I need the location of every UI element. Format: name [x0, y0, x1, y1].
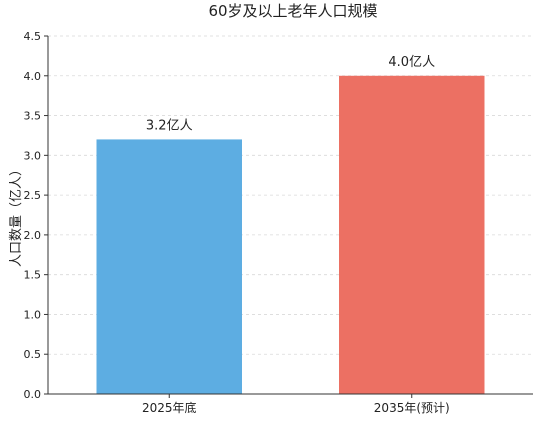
y-tick-label: 4.5: [24, 30, 42, 43]
y-axis-label: 人口数量（亿人）: [9, 163, 24, 267]
chart-title: 60岁及以上老年人口规模: [208, 2, 377, 20]
y-tick-label: 4.0: [24, 70, 42, 83]
data-label: 3.2亿人: [146, 118, 193, 133]
data-labels: 3.2亿人 4.0亿人: [146, 55, 435, 134]
y-tick-label: 3.0: [24, 149, 42, 162]
y-tick-label: 2.5: [24, 189, 42, 202]
bars: [96, 75, 485, 395]
y-tick-label: 2.0: [24, 229, 42, 242]
bar: [339, 75, 485, 395]
data-label: 4.0亿人: [388, 55, 435, 70]
y-tick-label: 3.5: [24, 110, 42, 123]
bar: [96, 139, 242, 394]
y-tick-label: 1.5: [24, 269, 42, 282]
x-tick-label: 2035年(预计): [374, 401, 450, 415]
y-tick-label: 1.0: [24, 308, 42, 321]
y-tick-label: 0.0: [24, 388, 42, 401]
x-axis-ticks: 2025年底 2035年(预计): [142, 394, 450, 415]
x-tick-label: 2025年底: [142, 400, 197, 415]
y-axis-ticks: 0.0 0.5 1.0 1.5 2.0 2.5 3.0 3.5 4.0 4.5: [24, 30, 48, 401]
y-tick-label: 0.5: [24, 348, 42, 361]
